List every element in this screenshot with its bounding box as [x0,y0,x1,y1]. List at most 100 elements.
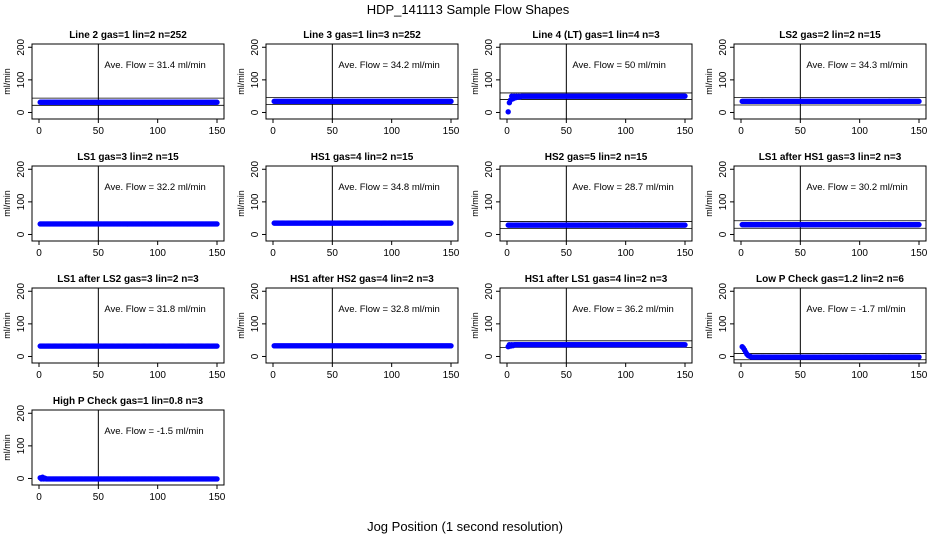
panel-title: LS1 after HS1 gas=3 lin=2 n=3 [759,152,902,163]
panel-title: LS1 after LS2 gas=3 lin=2 n=3 [57,274,199,285]
data-point [505,109,511,115]
average-flow-annotation: Ave. Flow = 31.4 ml/min [104,60,205,71]
plot-box [499,165,693,242]
y-tick-label: 200 [718,160,729,177]
x-tick-label: 100 [149,492,166,503]
panel-title: Line 3 gas=1 lin=3 n=252 [303,30,421,41]
y-tick-label: 0 [718,231,729,237]
x-tick-label: 150 [677,370,694,381]
x-tick-label: 0 [738,248,744,259]
y-tick-label: 0 [16,353,27,359]
panel-title: HS1 gas=4 lin=2 n=15 [311,152,414,163]
x-tick-label: 50 [327,248,339,259]
plot-box [733,287,927,364]
y-tick-label: 200 [484,282,495,299]
y-tick-label: 200 [250,38,261,55]
panel-title: HS1 after HS2 gas=4 lin=2 n=3 [290,274,434,285]
x-tick-label: 150 [443,370,460,381]
data-point [214,343,220,349]
panel-title: HS1 after LS1 gas=4 lin=2 n=3 [525,274,668,285]
plot-box [31,287,225,364]
panel-1: Line 2 gas=1 lin=2 n=252 0 50 100 150 0 100 200… [2,30,226,137]
panel-6: HS1 gas=4 lin=2 n=15 0 50 100 150 0 100 200 ml/m… [236,152,460,259]
y-tick-label: 0 [250,353,261,359]
y-tick-label: 100 [16,71,27,88]
x-tick-label: 100 [617,126,634,137]
x-tick-label: 0 [36,248,42,259]
y-tick-label: 100 [250,71,261,88]
average-flow-annotation: Ave. Flow = -1.7 ml/min [806,304,905,315]
y-tick-label: 100 [718,193,729,210]
x-tick-label: 150 [209,370,226,381]
average-flow-annotation: Ave. Flow = 50 ml/min [572,60,666,71]
x-tick-label: 150 [677,248,694,259]
x-tick-label: 50 [561,370,573,381]
y-axis-label: ml/min [470,68,480,95]
average-flow-annotation: Ave. Flow = 30.2 ml/min [806,182,907,193]
plot-box [265,287,459,364]
panel-2: Line 3 gas=1 lin=3 n=252 0 50 100 150 0 100 200… [236,30,460,137]
data-point [682,222,688,228]
x-tick-label: 50 [795,370,807,381]
panel-7: HS2 gas=5 lin=2 n=15 0 50 100 150 0 100 200 ml/m… [470,152,694,259]
data-point [916,221,922,228]
y-tick-label: 200 [250,160,261,177]
panel-13: High P Check gas=1 lin=0.8 n=3 0 50 100 150 0… [2,396,226,503]
x-tick-label: 100 [383,370,400,381]
x-tick-label: 150 [209,492,226,503]
y-tick-label: 0 [16,475,27,481]
x-tick-label: 150 [443,126,460,137]
x-tick-label: 0 [270,248,276,259]
x-tick-label: 150 [209,126,226,137]
x-tick-label: 150 [911,126,928,137]
x-tick-label: 100 [851,126,868,137]
average-flow-annotation: Ave. Flow = -1.5 ml/min [104,426,203,437]
panel-12: Low P Check gas=1.2 lin=2 n=6 0 50 100 150 0 1… [704,274,928,381]
panel-title: Line 2 gas=1 lin=2 n=252 [69,30,187,41]
x-tick-label: 0 [270,370,276,381]
y-axis-label: ml/min [704,190,714,217]
y-tick-label: 0 [250,109,261,115]
average-flow-annotation: Ave. Flow = 31.8 ml/min [104,304,205,315]
y-tick-label: 0 [250,231,261,237]
x-tick-label: 100 [851,370,868,381]
x-tick-label: 150 [209,248,226,259]
y-tick-label: 0 [484,109,495,115]
y-tick-label: 200 [718,282,729,299]
x-tick-label: 150 [911,370,928,381]
x-tick-label: 0 [738,370,744,381]
x-tick-label: 0 [36,126,42,137]
y-axis-label: ml/min [236,190,246,217]
average-flow-annotation: Ave. Flow = 32.8 ml/min [338,304,439,315]
x-tick-label: 50 [93,248,105,259]
y-axis-label: ml/min [236,68,246,95]
x-tick-label: 50 [327,370,339,381]
average-flow-annotation: Ave. Flow = 34.8 ml/min [338,182,439,193]
average-flow-annotation: Ave. Flow = 36.2 ml/min [572,304,673,315]
y-tick-label: 200 [250,282,261,299]
data-point [448,98,454,105]
panel-5: LS1 gas=3 lin=2 n=15 0 50 100 150 0 100 200 ml/m… [2,152,226,259]
data-point [214,221,220,227]
y-axis-label: ml/min [704,68,714,95]
y-tick-label: 100 [718,315,729,332]
x-tick-label: 0 [36,370,42,381]
y-tick-label: 0 [484,353,495,359]
y-axis-label: ml/min [2,434,12,461]
y-tick-label: 200 [16,38,27,55]
plot-box [31,409,225,486]
x-tick-label: 0 [504,370,510,381]
x-tick-label: 0 [738,126,744,137]
data-point [448,220,454,226]
y-tick-label: 100 [250,193,261,210]
average-flow-annotation: Ave. Flow = 28.7 ml/min [572,182,673,193]
y-tick-label: 200 [16,282,27,299]
panel-8: LS1 after HS1 gas=3 lin=2 n=3 0 50 100 150 0 1… [704,152,928,259]
plot-box [499,287,693,364]
x-tick-label: 100 [617,248,634,259]
y-tick-label: 100 [718,71,729,88]
plot-box [265,43,459,120]
data-point [448,343,454,349]
plot-box [31,165,225,242]
x-tick-label: 50 [93,370,105,381]
